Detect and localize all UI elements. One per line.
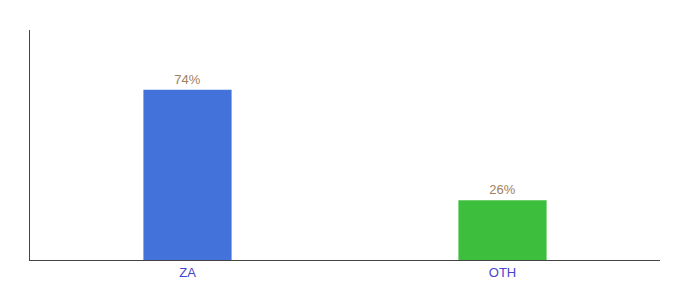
svg-text:26%: 26% [489,182,515,197]
svg-text:74%: 74% [174,72,200,87]
svg-text:OTH: OTH [489,265,516,280]
svg-text:ZA: ZA [179,265,196,280]
